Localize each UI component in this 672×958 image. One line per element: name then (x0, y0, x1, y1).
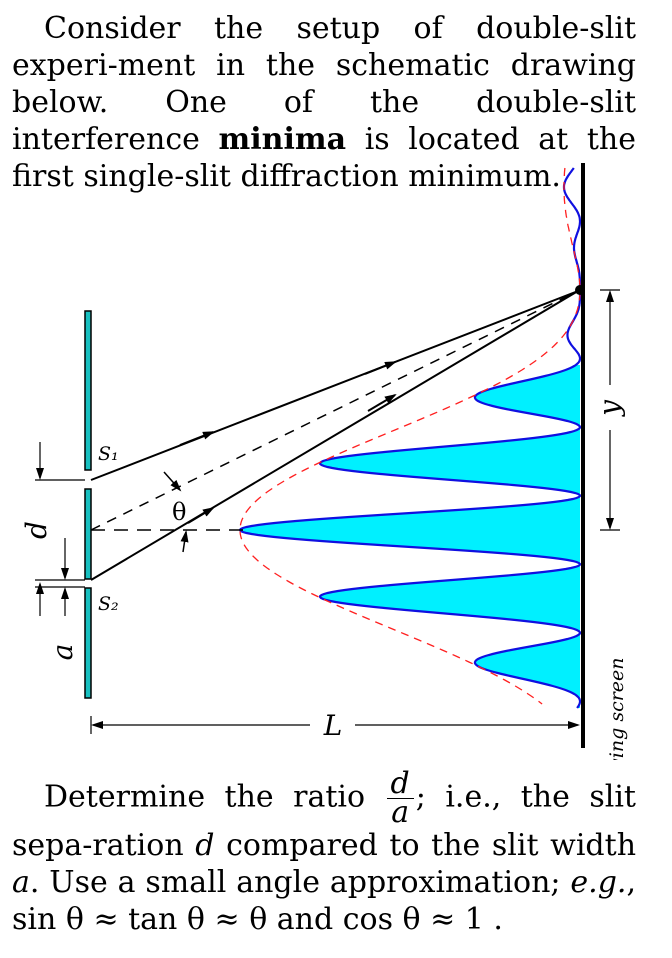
label-s2: S₂ (98, 593, 119, 615)
barrier-bottom (84, 587, 92, 699)
question-text-5: , sin θ ≈ tan θ ≈ θ and cos θ ≈ 1 . (12, 865, 636, 937)
intro-text-2: is located at the first single-slit diff… (12, 122, 636, 194)
interference-pattern-curve (238, 167, 582, 709)
label-viewing-screen: viewing screen (606, 657, 628, 760)
barrier-top (84, 310, 92, 471)
ray-s2 (90, 290, 579, 581)
diffraction-envelope (239, 167, 581, 705)
ray-s1 (90, 290, 579, 481)
label-a: a (46, 644, 79, 661)
fraction-denominator: a (391, 795, 410, 830)
ray-s2-arrow-2 (367, 393, 397, 412)
fraction-numerator: d (386, 769, 414, 799)
label-d: d (20, 521, 53, 539)
label-L: L (323, 709, 343, 742)
screen-point (575, 285, 585, 295)
angle-dashed-ray (90, 290, 579, 531)
interference-pattern-fill (240, 365, 580, 708)
intro-bold-minima: minima (218, 122, 347, 157)
ray-s1-arrow-1 (179, 431, 215, 446)
label-y: y (593, 399, 626, 418)
label-theta: θ (172, 498, 186, 526)
double-slit-figure: S₁ S₂ θ d a L y viewing screen (0, 160, 672, 760)
var-a: a (12, 865, 30, 900)
barrier-middle (84, 488, 92, 580)
theta-arrow-upper (163, 471, 182, 492)
ray-s1-arrow-2 (364, 361, 397, 375)
question-text-1: Determine the ratio (44, 779, 385, 815)
theta-arrow-lower (180, 530, 189, 553)
var-d: d (195, 828, 215, 863)
label-s1: S₁ (98, 443, 119, 465)
question-text-4: . Use a small angle approximation; (29, 865, 571, 900)
ray-s2-arrow-1 (187, 506, 215, 524)
question-text-2: ; i.e., the slit sepa-ration (12, 779, 636, 864)
question-text-3: compared to the slit width (214, 828, 637, 863)
eg-abbrev: e.g. (570, 865, 627, 900)
question-paragraph: Determine the ratio d a; i.e., the slit s… (12, 769, 637, 938)
intro-text-1: Consider the setup of double-slit experi… (12, 11, 636, 157)
intro-paragraph: Consider the setup of double-slit experi… (12, 10, 636, 195)
